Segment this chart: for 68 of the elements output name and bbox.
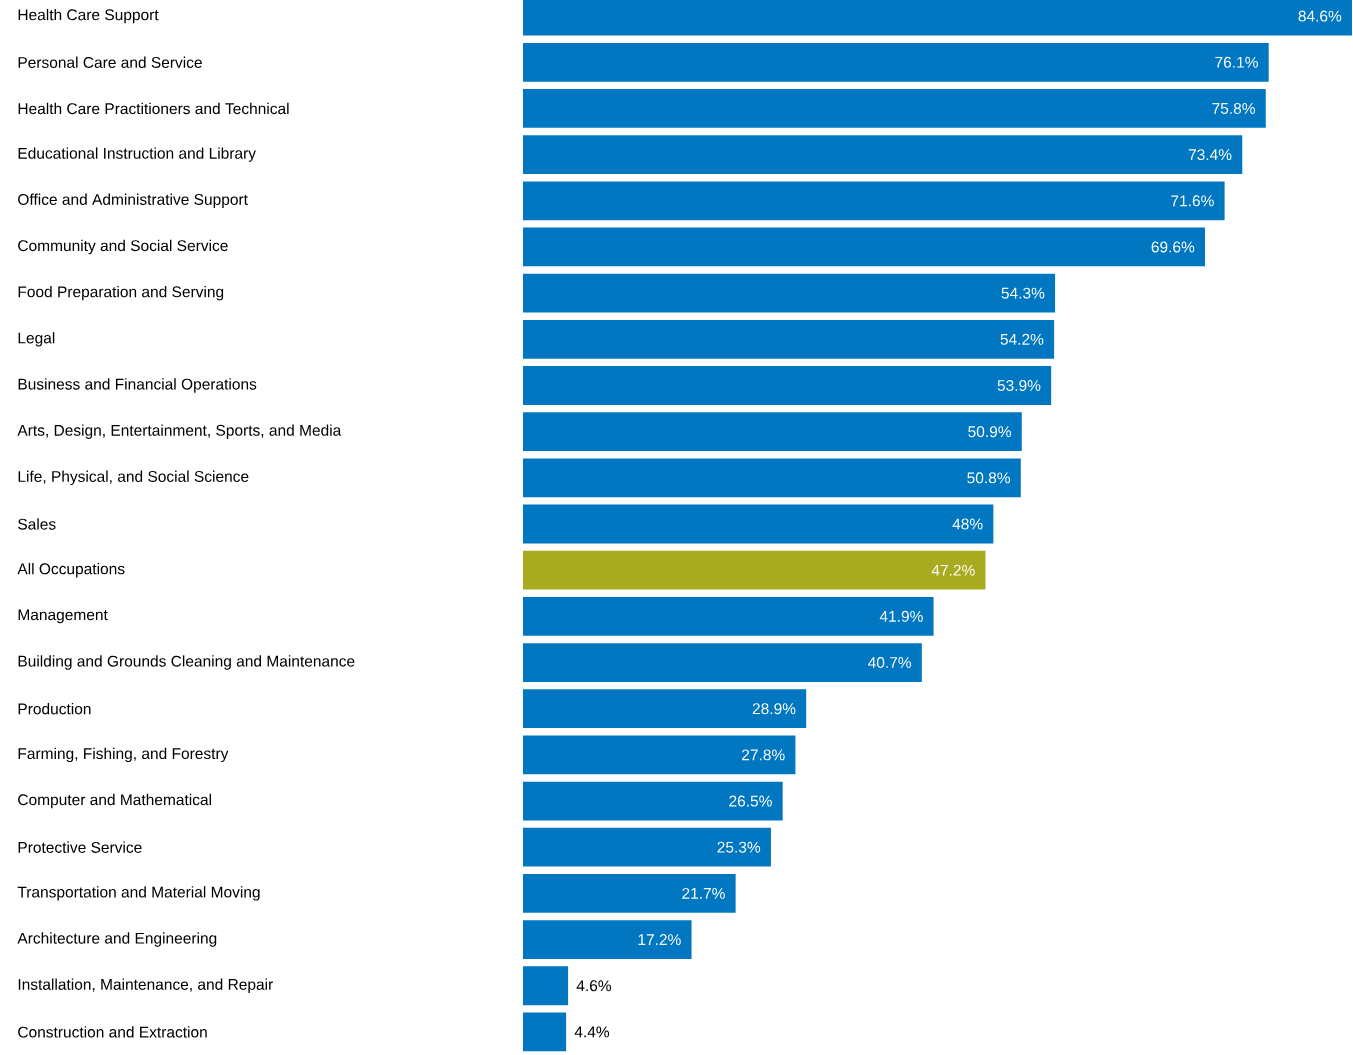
y-tick-label: Health Care Practitioners and Technical [18,102,289,115]
data-label: 25.3% [717,841,761,853]
data-label: 50.9% [968,426,1011,438]
y-tick-label: Educational Instruction and Library [18,147,256,162]
data-label: 4.4% [574,1026,610,1038]
bar [523,550,986,590]
y-tick-label: Life, Physical, and Social Science [18,470,249,486]
data-label: 26.5% [729,795,772,807]
y-tick-label: Computer and Mathematical [18,793,211,809]
data-label: 50.8% [967,472,1011,484]
bar [523,874,736,913]
data-label: 47.2% [931,564,975,576]
bar [523,596,934,636]
y-tick-label: Personal Care and Service [18,56,202,68]
data-label: 76.1% [1215,56,1258,68]
y-tick-label: Protective Service [18,841,142,853]
bar [523,42,1269,82]
bar [523,458,1021,498]
y-tick-label: Business and Financial Operations [18,378,257,393]
bar [523,781,783,821]
y-tick-label: Sales [18,518,56,530]
bar [523,135,1243,175]
data-label: 71.6% [1171,195,1214,207]
data-label: 48% [952,518,983,530]
bar [523,735,796,775]
bar [523,920,692,959]
bar [523,827,771,867]
y-tick-label: Health Care Support [18,8,159,24]
bar [523,273,1056,313]
bar [523,643,922,682]
data-label: 40.7% [868,657,912,669]
data-label: 69.6% [1151,241,1195,253]
bar [523,227,1206,267]
data-label: 54.2% [1000,333,1044,345]
y-tick-label: Farming, Fishing, and Forestry [18,747,229,763]
data-label: 54.3% [1001,287,1045,299]
data-label: 73.4% [1188,149,1232,161]
y-tick-label: Food Preparation and Serving [18,285,224,301]
data-label: 28.9% [752,703,796,715]
y-tick-label: Installation, Maintenance, and Repair [18,978,273,993]
y-tick-label: Office and Administrative Support [18,193,248,209]
bar [523,1012,567,1052]
y-tick-label: Construction and Extraction [18,1026,207,1038]
y-tick-label: Transportation and Material Moving [17,886,260,901]
y-tick-label: All Occupations [17,562,125,578]
y-tick-label: Community and Social Service [18,239,228,255]
y-tick-label: Management [18,609,108,624]
bar [523,504,994,544]
bar [523,689,807,729]
data-label: 41.9% [879,610,923,622]
data-label: 84.6% [1298,10,1342,22]
data-label: 53.9% [997,380,1041,391]
bar [523,966,569,1006]
y-tick-label: Production [18,703,91,715]
y-tick-label: Arts, Design, Entertainment, Sports, and Media [17,424,342,439]
data-label: 27.8% [742,749,785,761]
y-tick-label: Legal [18,332,55,347]
bar [523,89,1266,128]
data-label: 4.6% [576,980,612,992]
data-label: 17.2% [638,934,681,946]
y-tick-label: Architecture and Engineering [17,932,217,947]
data-label: 75.8% [1212,102,1255,114]
bar [523,366,1052,405]
data-label: 21.7% [682,887,725,899]
bar [523,181,1225,221]
bar [523,319,1055,359]
bar [523,412,1022,452]
y-tick-label: Building and Grounds Cleaning and Maintenance [18,655,355,670]
